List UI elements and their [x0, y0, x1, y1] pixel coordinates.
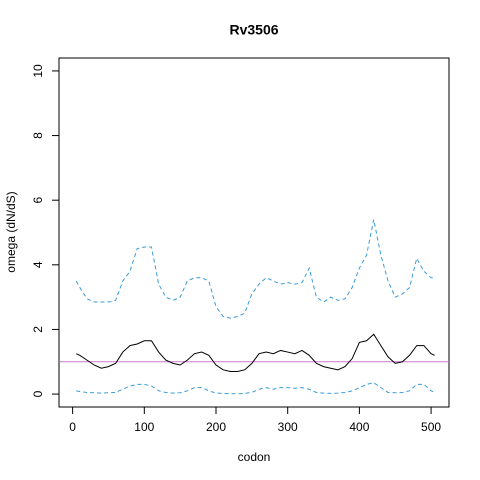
- series-line: [75, 219, 435, 319]
- x-axis-label: codon: [238, 450, 271, 464]
- x-tick-label: 100: [134, 420, 154, 434]
- x-tick-label: 300: [278, 420, 298, 434]
- y-tick-label: 10: [31, 64, 45, 78]
- plot-frame: [58, 57, 450, 408]
- x-tick-label: 200: [206, 420, 226, 434]
- x-tick-label: 400: [349, 420, 369, 434]
- series-line: [76, 333, 435, 372]
- x-tick-label: 0: [69, 420, 76, 434]
- series-line: [76, 382, 435, 395]
- chart-title: Rv3506: [229, 22, 278, 38]
- y-tick-label: 8: [31, 132, 45, 139]
- y-axis-label: omega (dN/dS): [4, 191, 18, 272]
- y-tick-label: 4: [31, 261, 45, 268]
- y-tick-label: 0: [31, 390, 45, 397]
- x-tick-label: 500: [421, 420, 441, 434]
- y-tick-label: 2: [31, 326, 45, 333]
- y-tick-label: 6: [31, 197, 45, 204]
